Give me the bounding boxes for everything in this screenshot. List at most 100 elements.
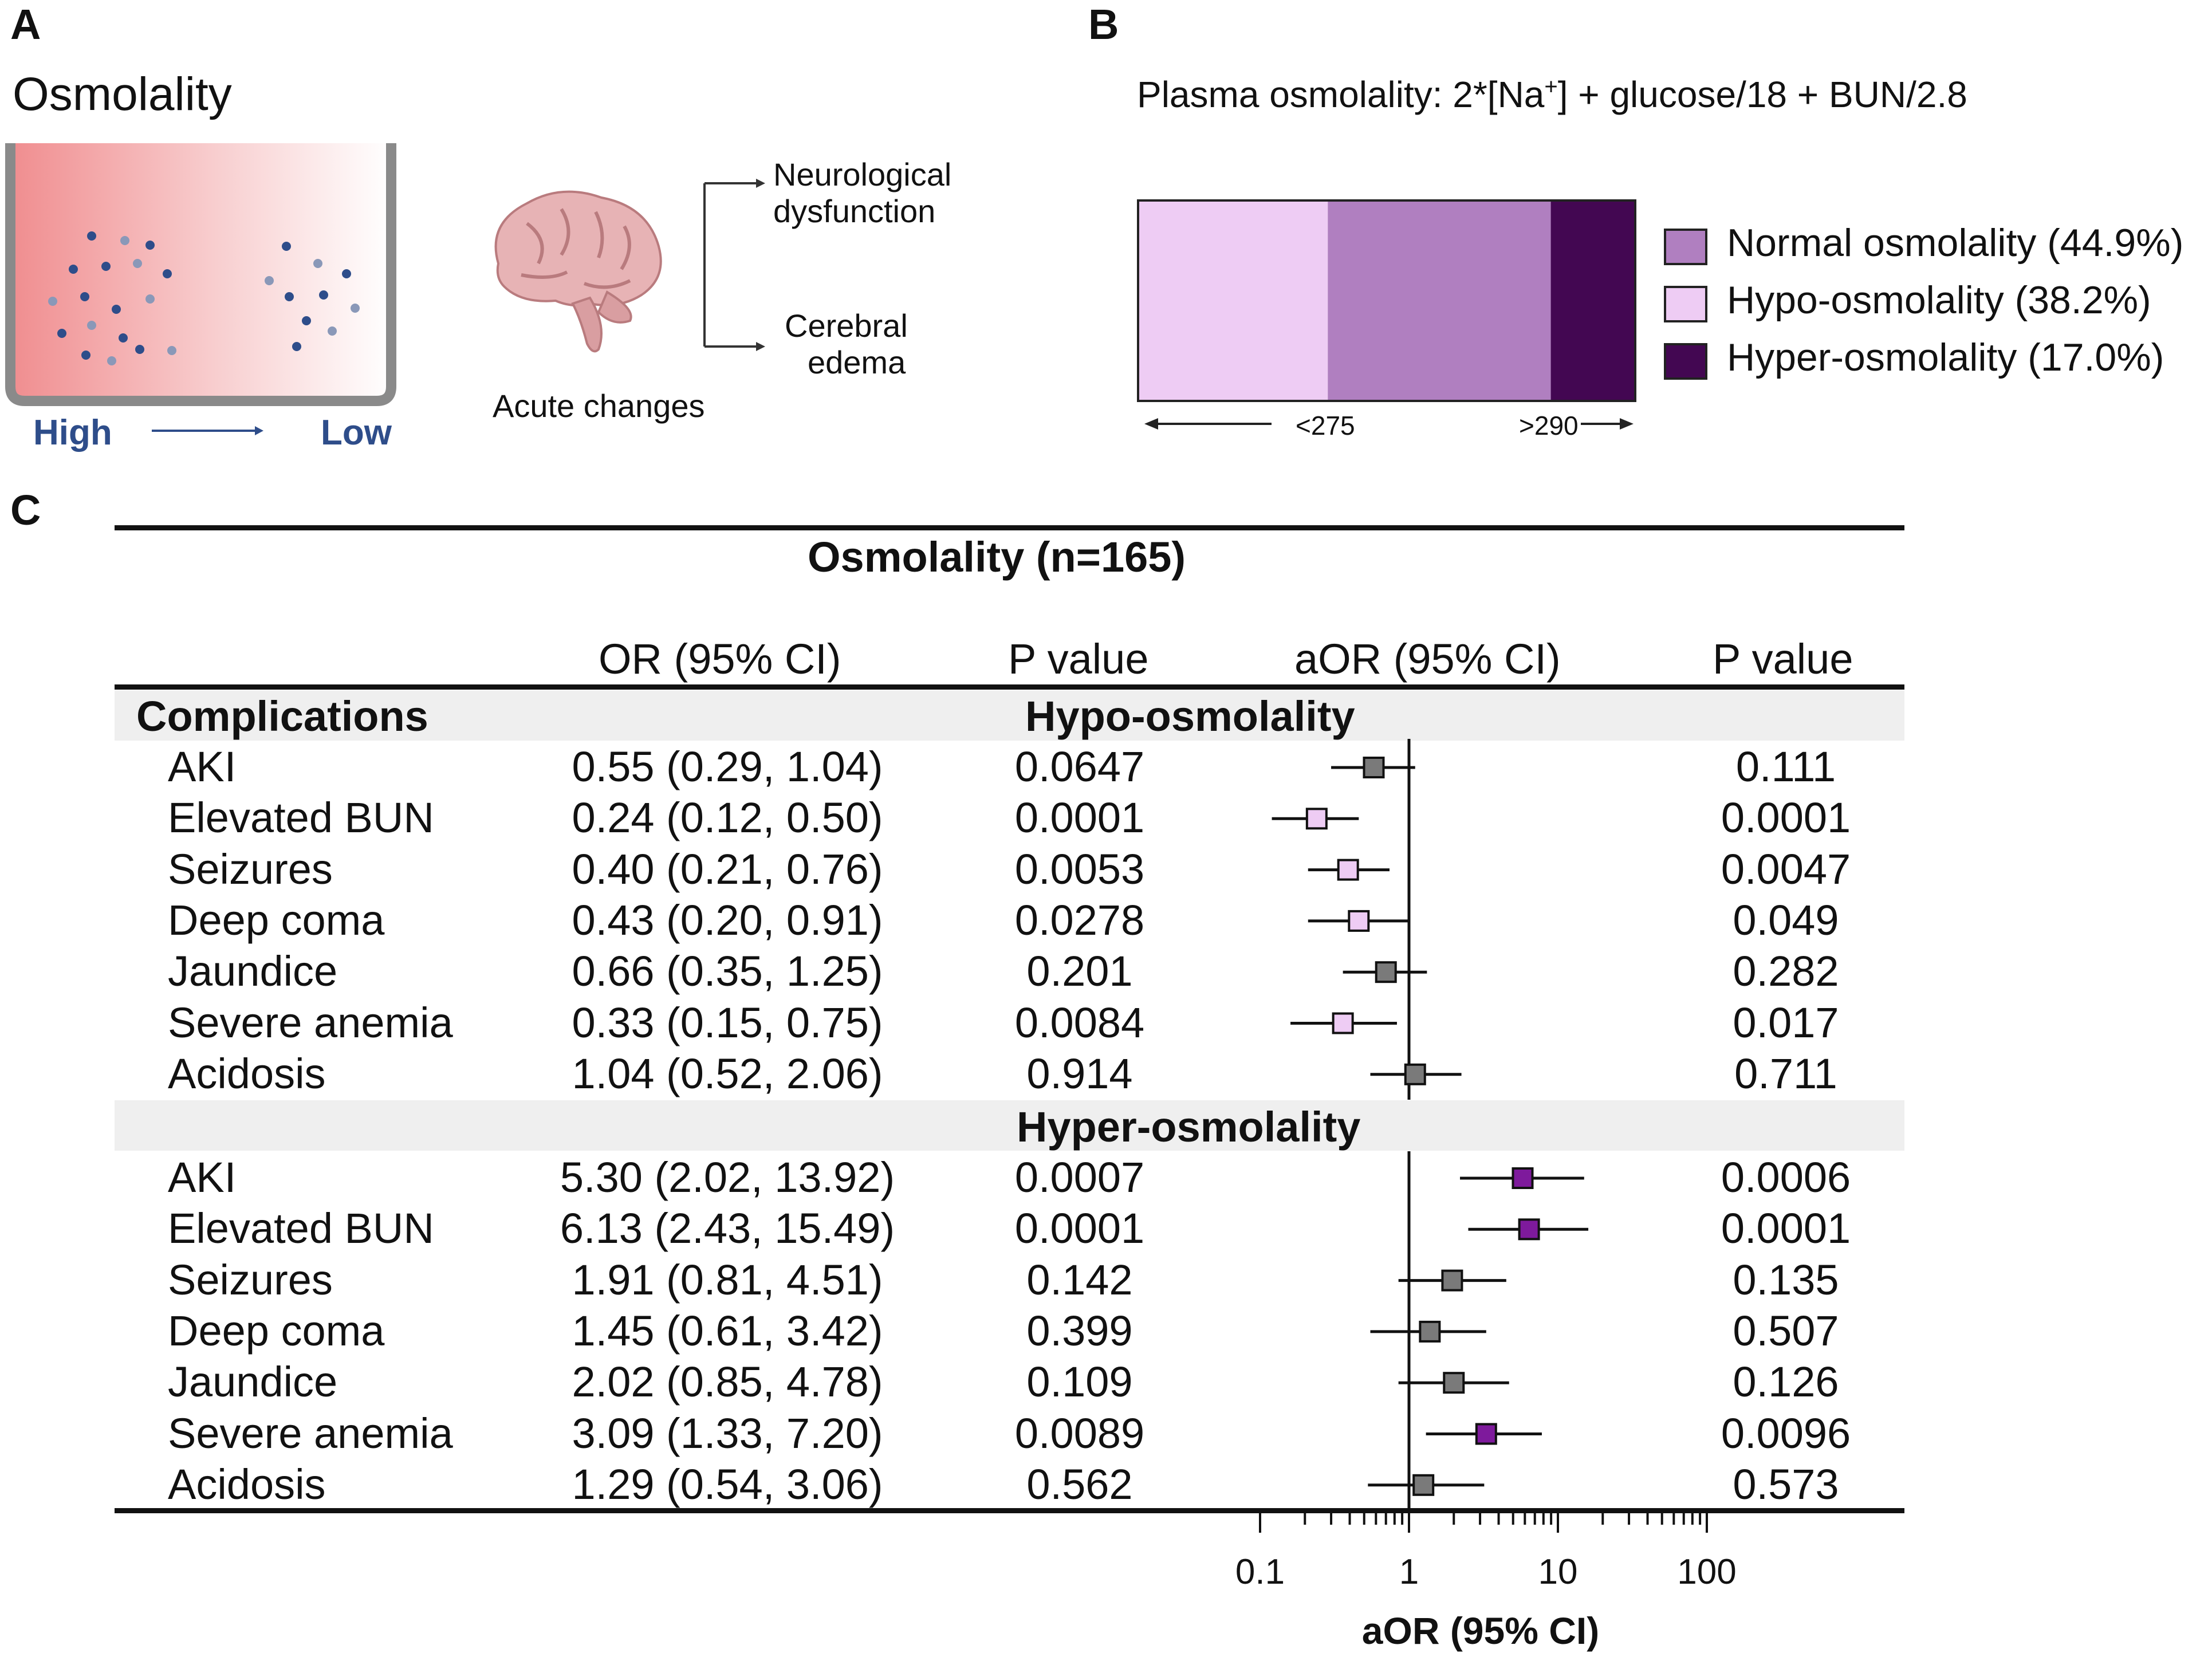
table-title: Osmolality (n=165) (808, 533, 1186, 581)
label-below-275: <275 (1296, 411, 1355, 440)
low-label: Low (321, 413, 392, 452)
legend-swatch-hypo (1664, 286, 1707, 322)
solute-particles (48, 231, 360, 365)
row-adjusted-p-value: 0.0001 (1721, 1205, 1851, 1253)
panel-c-letter: C (10, 486, 41, 534)
point-estimate-marker (1404, 1063, 1426, 1085)
range-arrows (1144, 418, 1634, 430)
header-or: OR (95% CI) (599, 635, 841, 683)
row-or-ci: 0.55 (0.29, 1.04) (572, 743, 883, 790)
stacked-bar (1137, 199, 1636, 402)
osmolality-formula: Plasma osmolality: 2*[Na+] + glucose/18 … (1137, 73, 1967, 116)
row-adjusted-p-value: 0.017 (1733, 998, 1839, 1046)
row-adjusted-p-value: 0.0006 (1721, 1154, 1851, 1201)
panel-a-title: Osmolality (13, 68, 232, 120)
row-adjusted-p-value: 0.0096 (1721, 1409, 1851, 1457)
row-label: Deep coma (168, 896, 385, 944)
row-label: Deep coma (168, 1306, 385, 1355)
row-header-complications: Complications (136, 692, 428, 740)
legend-label-hyper: Hyper-osmolality (17.0%) (1727, 336, 2164, 379)
row-p-value: 0.0007 (1014, 1154, 1145, 1201)
row-p-value: 0.0084 (1014, 998, 1145, 1046)
row-adjusted-p-value: 0.049 (1733, 896, 1839, 944)
row-adjusted-p-value: 0.711 (1734, 1049, 1837, 1097)
outcome-edema-line1: Cerebral (785, 308, 908, 344)
row-p-value: 0.0001 (1014, 1205, 1145, 1253)
row-p-value: 0.0053 (1014, 845, 1145, 893)
row-or-ci: 0.33 (0.15, 0.75) (572, 998, 883, 1046)
row-label: AKI (168, 743, 237, 790)
row-or-ci: 5.30 (2.02, 13.92) (560, 1154, 895, 1201)
row-or-ci: 3.09 (1.33, 7.20) (572, 1409, 883, 1457)
row-p-value: 0.0278 (1014, 896, 1145, 944)
high-label: High (33, 413, 112, 452)
formula-part1: Plasma osmolality: 2*[Na (1137, 74, 1545, 115)
group1-header-bg (115, 690, 1904, 741)
beaker-icon (5, 143, 396, 406)
row-p-value: 0.142 (1026, 1256, 1133, 1304)
legend-label-hypo: Hypo-osmolality (38.2%) (1727, 278, 2151, 322)
bar-segment-hypo-osmolality (1138, 200, 1328, 401)
row-label: Jaundice (168, 947, 338, 995)
outcome-neuro-line2: dysfunction (773, 193, 936, 229)
beaker-illustration (5, 143, 396, 435)
outcome-edema-line2: edema (808, 344, 906, 380)
point-estimate-marker (1337, 859, 1359, 881)
row-p-value: 0.0647 (1014, 743, 1145, 790)
point-estimate-marker (1475, 1423, 1497, 1445)
x-axis-label: aOR (95% CI) (1362, 1609, 1599, 1652)
point-estimate-marker (1419, 1320, 1441, 1343)
row-or-ci: 0.66 (0.35, 1.25) (572, 947, 883, 995)
point-estimate-marker (1512, 1167, 1534, 1189)
point-estimate-marker (1518, 1218, 1540, 1241)
axis-tick-label: 0.1 (1235, 1552, 1285, 1592)
row-or-ci: 1.45 (0.61, 3.42) (572, 1306, 883, 1355)
row-label: Severe anemia (168, 998, 453, 1046)
header-adjusted-p-value: P value (1713, 635, 1853, 683)
row-label: Seizures (168, 1256, 333, 1304)
row-p-value: 0.109 (1026, 1358, 1133, 1406)
row-adjusted-p-value: 0.0001 (1721, 794, 1851, 842)
formula-part2: ] + glucose/18 + BUN/2.8 (1557, 74, 1967, 115)
group-title-hyper: Hyper-osmolality (1017, 1103, 1361, 1151)
panel-b-letter: B (1088, 1, 1119, 48)
row-p-value: 0.201 (1026, 947, 1133, 995)
table-bottom-rule (115, 1508, 1904, 1513)
row-adjusted-p-value: 0.126 (1733, 1358, 1839, 1406)
row-p-value: 0.399 (1026, 1306, 1133, 1355)
point-estimate-marker (1412, 1474, 1435, 1496)
point-estimate-marker (1363, 757, 1385, 778)
row-label: AKI (168, 1154, 237, 1201)
point-estimate-marker (1348, 910, 1370, 932)
row-or-ci: 1.04 (0.52, 2.06) (572, 1049, 883, 1097)
arrow-right-icon (1620, 418, 1634, 430)
row-label: Elevated BUN (168, 794, 434, 842)
row-p-value: 0.0001 (1014, 794, 1145, 842)
table-top-rule (115, 525, 1904, 530)
panel-a-letter: A (10, 1, 41, 48)
axis-tick-label: 1 (1399, 1552, 1419, 1592)
row-or-ci: 1.29 (0.54, 3.06) (572, 1460, 883, 1508)
row-adjusted-p-value: 0.135 (1733, 1256, 1839, 1304)
row-or-ci: 6.13 (2.43, 15.49) (560, 1205, 895, 1253)
label-above-290: >290 (1519, 411, 1579, 440)
formula-superscript: + (1544, 74, 1558, 100)
row-or-ci: 0.43 (0.20, 0.91) (572, 896, 883, 944)
row-label: Acidosis (168, 1049, 326, 1097)
acute-changes-label: Acute changes (493, 388, 705, 424)
row-label: Elevated BUN (168, 1205, 434, 1253)
row-label: Seizures (168, 845, 333, 893)
header-aor: aOR (95% CI) (1294, 635, 1561, 683)
row-label: Jaundice (168, 1358, 338, 1406)
row-label: Acidosis (168, 1460, 326, 1508)
point-estimate-marker (1375, 961, 1397, 983)
legend-label-normal: Normal osmolality (44.9%) (1727, 221, 2184, 265)
row-or-ci: 0.40 (0.21, 0.76) (572, 845, 883, 893)
legend-swatch-normal (1664, 229, 1707, 265)
axis-tick-label: 100 (1677, 1552, 1736, 1592)
group2-header-bg (115, 1100, 1904, 1151)
row-or-ci: 0.24 (0.12, 0.50) (572, 794, 883, 842)
point-estimate-marker (1305, 808, 1328, 830)
point-estimate-marker (1332, 1012, 1354, 1034)
arrow-right-icon (255, 426, 263, 435)
